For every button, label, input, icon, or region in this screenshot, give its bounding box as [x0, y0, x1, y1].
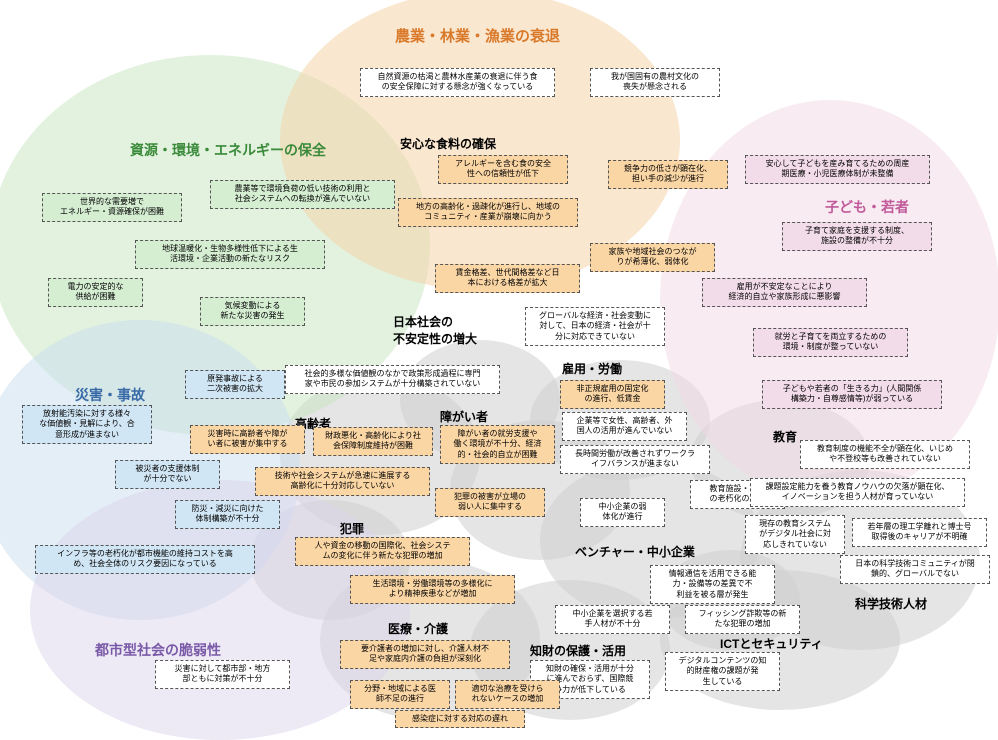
cluster-title-purple: 都市型社会の脆弱性	[95, 640, 221, 660]
issue-box: 賃金格差、世代間格差など日 本における格差が拡大	[435, 264, 580, 293]
issue-box: 地方の高齢化・過疎化が進行し、地域の コミュニティ・産業が崩壊に向かう	[398, 198, 578, 227]
issue-box: 子育て家庭を支援する制度、 施設の整備が不十分	[782, 222, 932, 251]
issue-box: 障がい者の就労支援や 働く環境が不十分、経済 的・社会的自立が困難	[440, 425, 555, 464]
cluster-title-blue: 災害・事故	[75, 385, 145, 405]
issue-box: 災害に対して都市部・地方 部ともに対策が不十分	[155, 660, 290, 689]
issue-box: 地球温暖化・生物多様性低下による生 活環境・企業活動の新たなリスク	[135, 240, 325, 269]
issue-box: 自然資源の枯渇と農林水産業の衰退に伴う食 の安全保障に対する懸念が強くなっている	[360, 68, 555, 97]
category-title: 医療・介護	[388, 620, 448, 637]
issue-box: 我が国固有の農村文化の 喪失が懸念される	[590, 68, 720, 97]
issue-box: グローバルな経済・社会変動に 対して、日本の経済・社会が十 分に対応できていない	[525, 307, 665, 346]
issue-box: 被災者の支援体制 が十分でない	[115, 460, 220, 489]
issue-box: 長時間労働が改善されずワークラ イフバランスが進まない	[560, 445, 710, 474]
issue-box: 災害時に高齢者や障が い者に被害が集中する	[190, 425, 305, 454]
issue-box: 生活環境・労働環境等の多様化に より精神疾患などが増加	[350, 575, 515, 604]
issue-box: デジタルコンテンツの知 的財産権の課題が発 生している	[665, 652, 780, 691]
issue-box: 競争力の低さが顕在化、 担い手の減少が進行	[608, 160, 728, 189]
issue-box: フィッシング詐欺等の新 たな犯罪の増加	[685, 605, 800, 634]
category-title: 日本社会の 不安定性の増大	[393, 313, 477, 347]
issue-box: 現存の教育システム がデジタル社会に対 応しきれていない	[745, 515, 845, 554]
issue-box: 技術や社会システムが急速に進展する 高齢化に十分対応していない	[255, 467, 430, 496]
issue-box: 財政悪化・高齢化により社 会保障制度維持が困難	[313, 427, 433, 456]
category-title: 教育	[773, 428, 797, 445]
issue-box: 中小企業の弱 体化が進行	[580, 498, 665, 527]
issue-box: 子どもや若者の「生きる力」(人間関係 構築力・自尊感情等)が弱っている	[762, 380, 942, 409]
issue-box: 教育制度の機能不全が顕在化、いじめ や不登校等も改善されていない	[800, 440, 970, 469]
issue-box: 放射能汚染に対する様々 な価値観・見解により、合 意形成が進まない	[22, 405, 152, 444]
category-title: 雇用・労働	[562, 360, 622, 377]
issue-box: 気候変動による 新たな災害の発生	[200, 297, 305, 326]
category-title: 犯罪	[340, 520, 364, 537]
issue-box: 家族や地域社会のつなが りが希薄化、弱体化	[590, 243, 715, 272]
issue-box: 課題設定能力を養う教育ノウハウの欠落が顕在化、 イノベーションを担う人材が育って…	[750, 478, 965, 507]
issue-box: 人や資金の移動の国際化、社会システ ムの変化に伴う新たな犯罪の増加	[295, 537, 470, 566]
issue-box: アレルギーを含む食の安全 性への信頼性が低下	[438, 155, 568, 184]
issue-box: インフラ等の老朽化が都市機能の維持コストを高 め、社会全体のリスク要因になってい…	[35, 545, 255, 574]
issue-box: 防災・減災に向けた 体制構築が不十分	[175, 500, 280, 529]
issue-box: 安心して子どもを産み育てるための周産 期医療・小児医療体制が未整備	[745, 155, 930, 184]
category-title: 安心な食料の確保	[400, 135, 496, 152]
issue-box: 適切な治療を受けら れないケースの増加	[455, 680, 560, 709]
issue-box: 電力の安定的な 供給が困難	[48, 278, 143, 307]
issue-box: 就労と子育てを両立するための 環境・制度が整っていない	[753, 328, 908, 357]
issue-box: 要介護者の増加に対し、介護人材不 足や家庭内介護の負担が深刻化	[340, 640, 510, 669]
issue-box: 中小企業を選択する若 手人材が不十分	[555, 605, 670, 634]
issue-box: 情報通信を活用できる能 力・設備等の差異で不 利益を被る層が発生	[650, 565, 775, 604]
category-title: 知財の保護・活用	[530, 642, 626, 659]
issue-box: 世界的な需要増で エネルギー・資源確保が困難	[42, 193, 182, 222]
cluster-title-green: 資源・環境・エネルギーの保全	[130, 140, 326, 160]
issue-box: 雇用が不安定なことにより 経済的自立や家族形成に悪影響	[702, 278, 867, 307]
cluster-title-orange: 農業・林業・漁業の衰退	[395, 25, 560, 46]
cluster-title-pink: 子ども・若者	[825, 197, 909, 217]
issue-box: 日本の科学技術コミュニティが閉 鎖的、グローバルでない	[840, 555, 990, 584]
issue-box: 農業等で環境負荷の低い技術の利用と 社会システムへの転換が進んでいない	[210, 180, 395, 209]
category-title: 科学技術人材	[855, 595, 927, 612]
issue-box: 犯罪の被害が立場の 弱い人に集中する	[435, 488, 545, 517]
issue-box: 非正規雇用の固定化 の進行、低賃金	[560, 380, 665, 409]
issue-box: 社会的多様な価値観のなかで政策形成過程に専門 家や市民の参加システムが十分構築さ…	[285, 365, 500, 394]
issue-box: 分野・地域による医 師不足の進行	[350, 680, 450, 709]
issue-box: 若年層の理工学離れと博士号 取得後のキャリアが不明確	[852, 518, 987, 547]
issue-box: 原発事故による 二次被害の拡大	[185, 370, 285, 399]
category-title: ICTとセキュリティ	[720, 635, 823, 652]
issue-box: 企業等で女性、高齢者、外 国人の活用が進んでいない	[562, 412, 687, 441]
category-title: ベンチャー・中小企業	[575, 543, 695, 560]
category-title: 障がい者	[440, 408, 488, 425]
